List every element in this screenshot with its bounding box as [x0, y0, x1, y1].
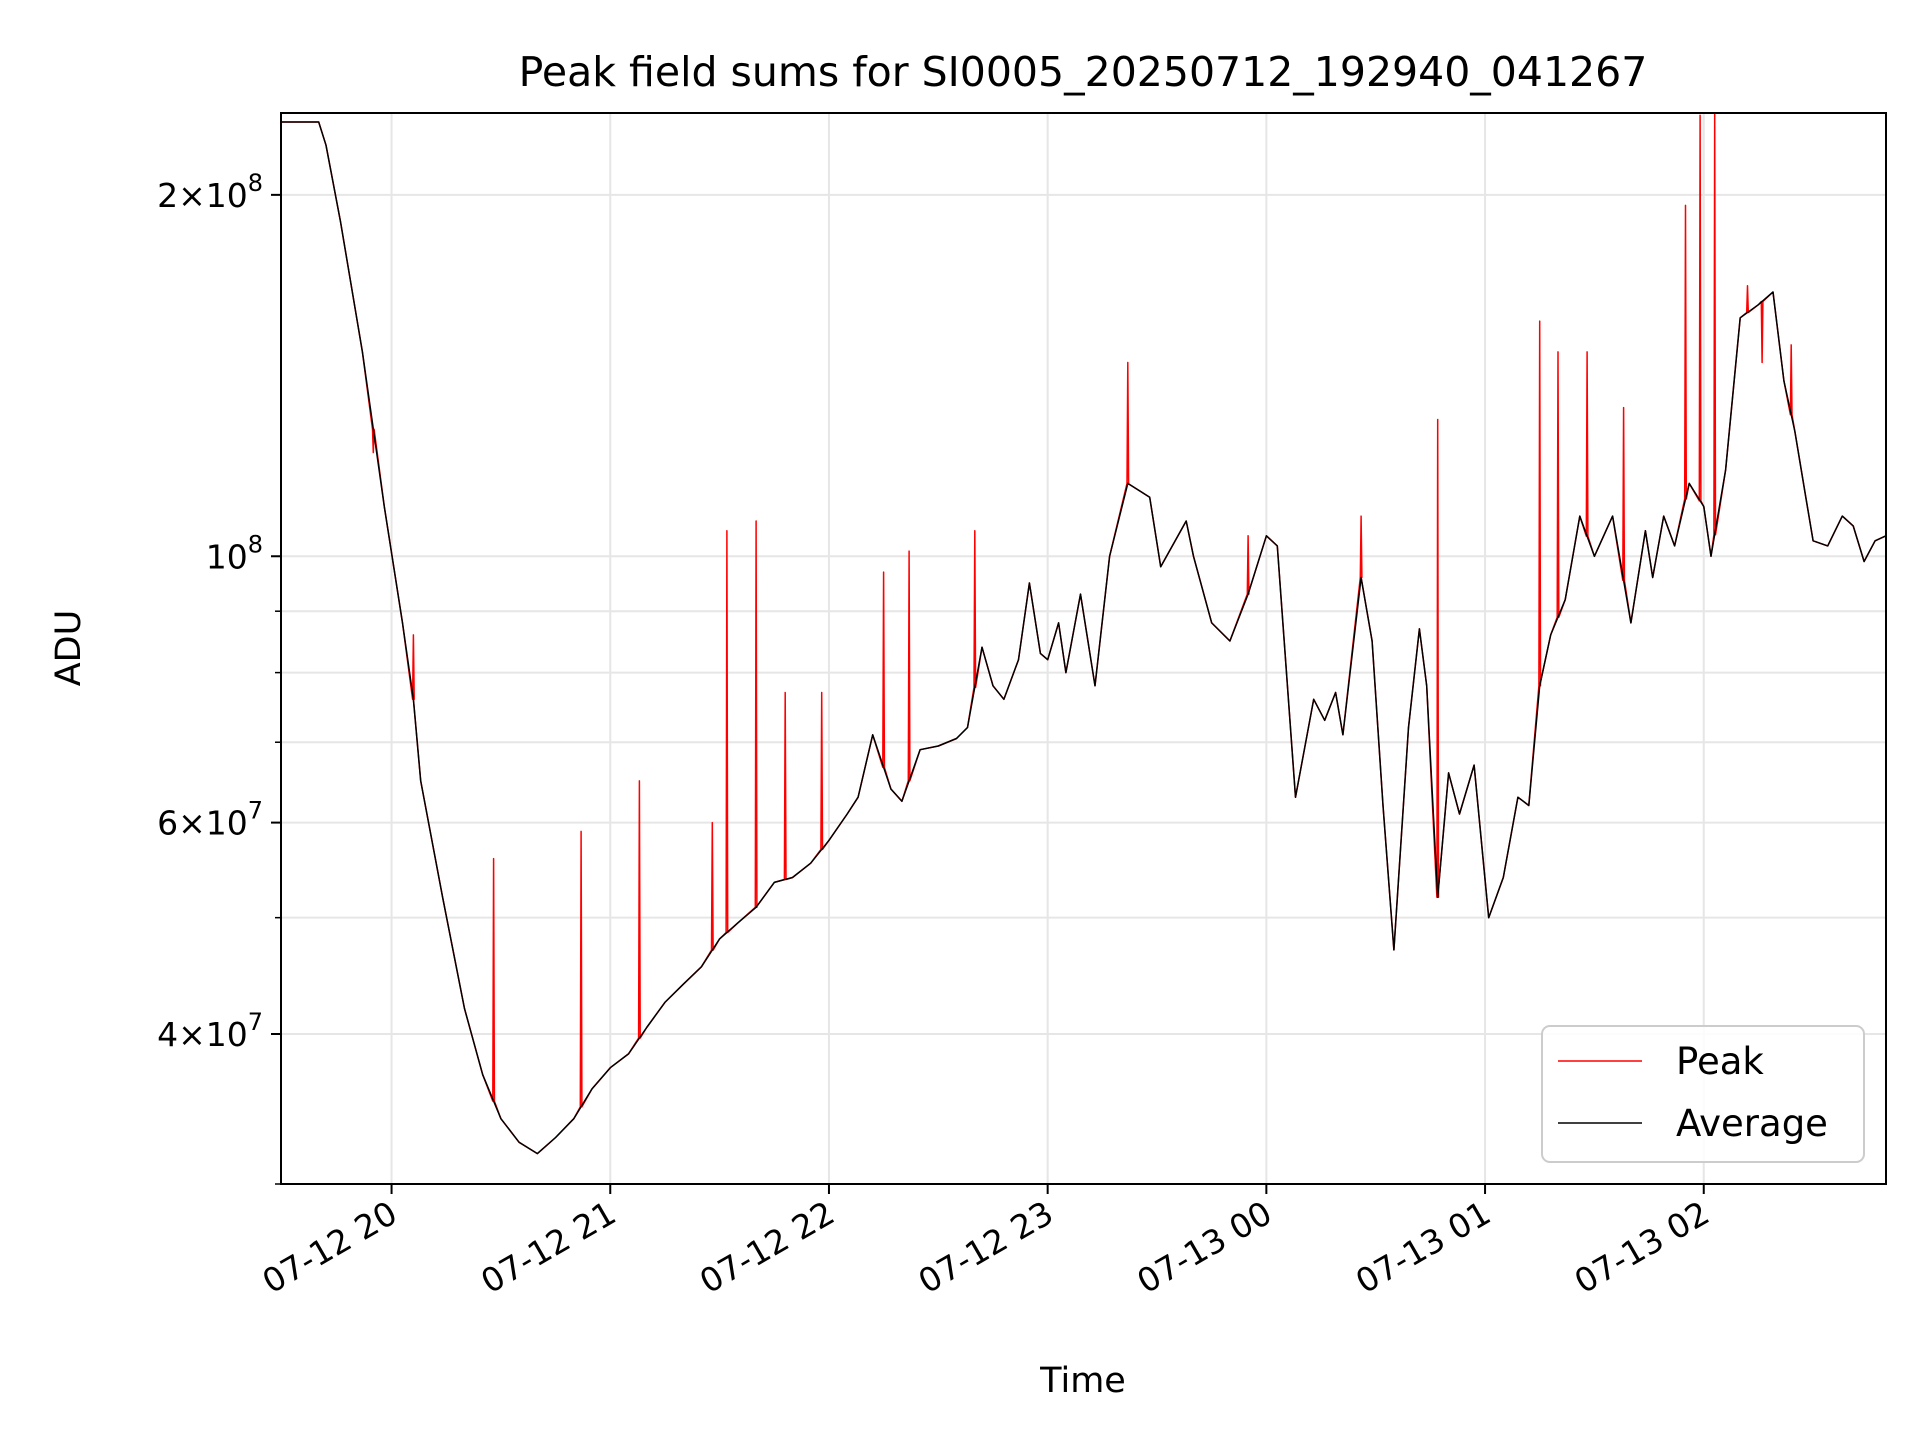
legend-box [1541, 1025, 1865, 1163]
plot-frame [280, 112, 1887, 1185]
chart-title: Peak field sums for SI0005_20250712_1929… [519, 48, 1648, 96]
legend: Peak Average [1541, 1025, 1865, 1163]
y-axis-ticks: 4×107 6×107 108 2×108 [157, 169, 281, 1185]
legend-average-label: Average [1676, 1102, 1828, 1145]
y-tick-label: 6×107 [157, 797, 263, 843]
y-tick-label: 4×107 [157, 1008, 263, 1054]
y-tick-label: 2×108 [157, 169, 263, 215]
y-axis-label: ADU [49, 610, 89, 687]
y-tick-label: 108 [206, 530, 263, 576]
legend-peak-label: Peak [1676, 1040, 1764, 1083]
average-series-line [281, 121, 1886, 1155]
x-axis-label: Time [1039, 1361, 1126, 1401]
series-layer [281, 113, 1886, 1155]
